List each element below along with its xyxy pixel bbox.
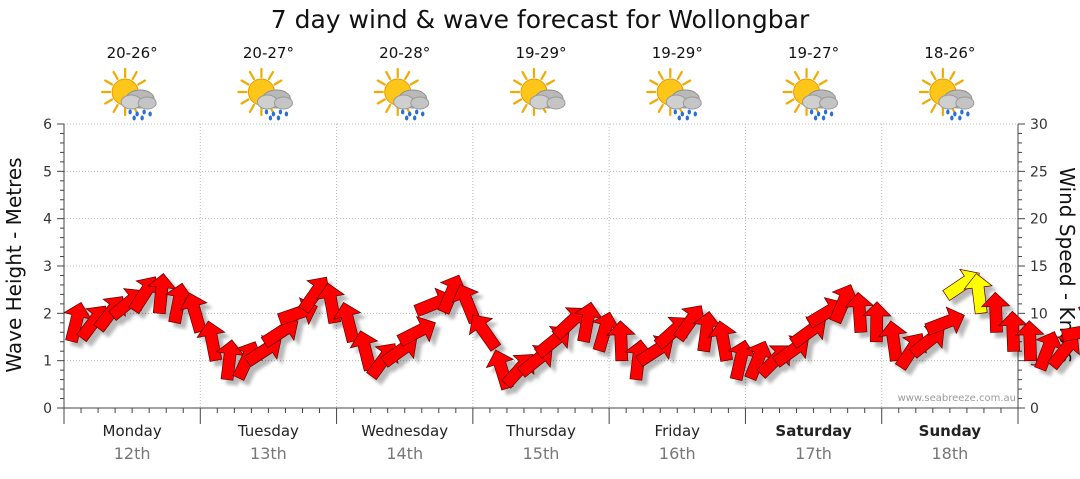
right-tick-label: 25 (1030, 164, 1048, 180)
day-date-label: 17th (795, 444, 832, 463)
day-date-label: 12th (114, 444, 151, 463)
sun-cloud-rain-icon (646, 67, 702, 121)
day-temperature: 20-27° (243, 44, 294, 62)
day-date-label: 15th (523, 444, 560, 463)
sun-cloud-rain-icon (237, 67, 293, 121)
wind-arrow (396, 316, 436, 347)
left-tick-label: 0 (43, 401, 52, 417)
day-date-label: 13th (250, 444, 287, 463)
day-temperature: 19-27° (788, 44, 839, 62)
day-name-label: Monday (103, 422, 162, 440)
wind-arrows (63, 268, 1080, 391)
wind-arrow (980, 291, 1011, 333)
credit-text: www.seabreeze.com.au (898, 393, 1016, 404)
sun-cloud-rain-icon (782, 67, 839, 121)
wind-arrow (332, 301, 362, 344)
day-date-label: 18th (931, 444, 968, 463)
right-tick-label: 30 (1030, 117, 1048, 133)
wind-arrow (861, 301, 892, 343)
left-axis-ticks: 0 1 2 3 4 5 6 (43, 117, 52, 417)
wind-arrow (1046, 334, 1080, 371)
sun-cloud-rain-icon (918, 67, 975, 121)
left-tick-label: 5 (43, 164, 52, 180)
right-tick-label: 5 (1030, 354, 1039, 370)
sun-cloud-rain-icon (373, 67, 430, 121)
wind-arrow (707, 320, 737, 362)
wind-arrow (413, 287, 454, 318)
right-tick-label: 20 (1030, 212, 1048, 228)
day-temperature: 20-28° (379, 44, 430, 62)
day-date-label: 16th (659, 444, 696, 463)
left-tick-label: 1 (43, 354, 52, 370)
day-weather-header: 20-26° 20-27° 20-28° 19-29° 19-29° 19-27° 18-2… (101, 44, 975, 121)
wind-arrow (1060, 316, 1080, 346)
day-temperature: 19-29° (515, 44, 566, 62)
wind-arrow (844, 291, 874, 334)
sun-cloud-icon (509, 67, 566, 117)
right-tick-label: 0 (1030, 401, 1039, 417)
wind-arrow (179, 292, 208, 334)
left-axis-title: Wave Height - Metres (2, 157, 26, 372)
left-tick-label: 4 (43, 212, 52, 228)
sun-cloud-rain-icon (101, 67, 157, 121)
left-tick-label: 2 (43, 306, 52, 322)
wind-arrow (878, 320, 908, 362)
right-axis-ticks: 0 5 10 15 20 25 30 (1030, 117, 1048, 417)
day-temperature: 18-26° (924, 44, 975, 62)
day-name-label: Sunday (919, 422, 982, 440)
grid-lines (57, 123, 1025, 424)
day-name-label: Friday (655, 422, 701, 440)
day-name-label: Thursday (505, 422, 576, 440)
day-labels: Monday 12th Tuesday 13th Wednesday 14th Thursd… (103, 422, 982, 463)
day-temperature: 19-29° (652, 44, 703, 62)
chart-title: 7 day wind & wave forecast for Wollongba… (271, 5, 810, 34)
day-temperature: 20-26° (107, 44, 158, 62)
right-tick-label: 10 (1030, 306, 1048, 322)
left-tick-label: 6 (43, 117, 52, 133)
day-name-label: Wednesday (361, 422, 448, 440)
day-date-label: 14th (386, 444, 423, 463)
wind-arrow (606, 320, 636, 362)
day-name-label: Tuesday (237, 422, 299, 440)
wind-arrow (908, 325, 945, 359)
wind-arrow (468, 314, 502, 352)
day-name-label: Saturday (775, 422, 852, 440)
wind-arrow (1014, 320, 1045, 362)
right-tick-label: 15 (1030, 259, 1048, 275)
left-tick-label: 3 (43, 259, 52, 275)
wind-arrow (924, 306, 965, 336)
